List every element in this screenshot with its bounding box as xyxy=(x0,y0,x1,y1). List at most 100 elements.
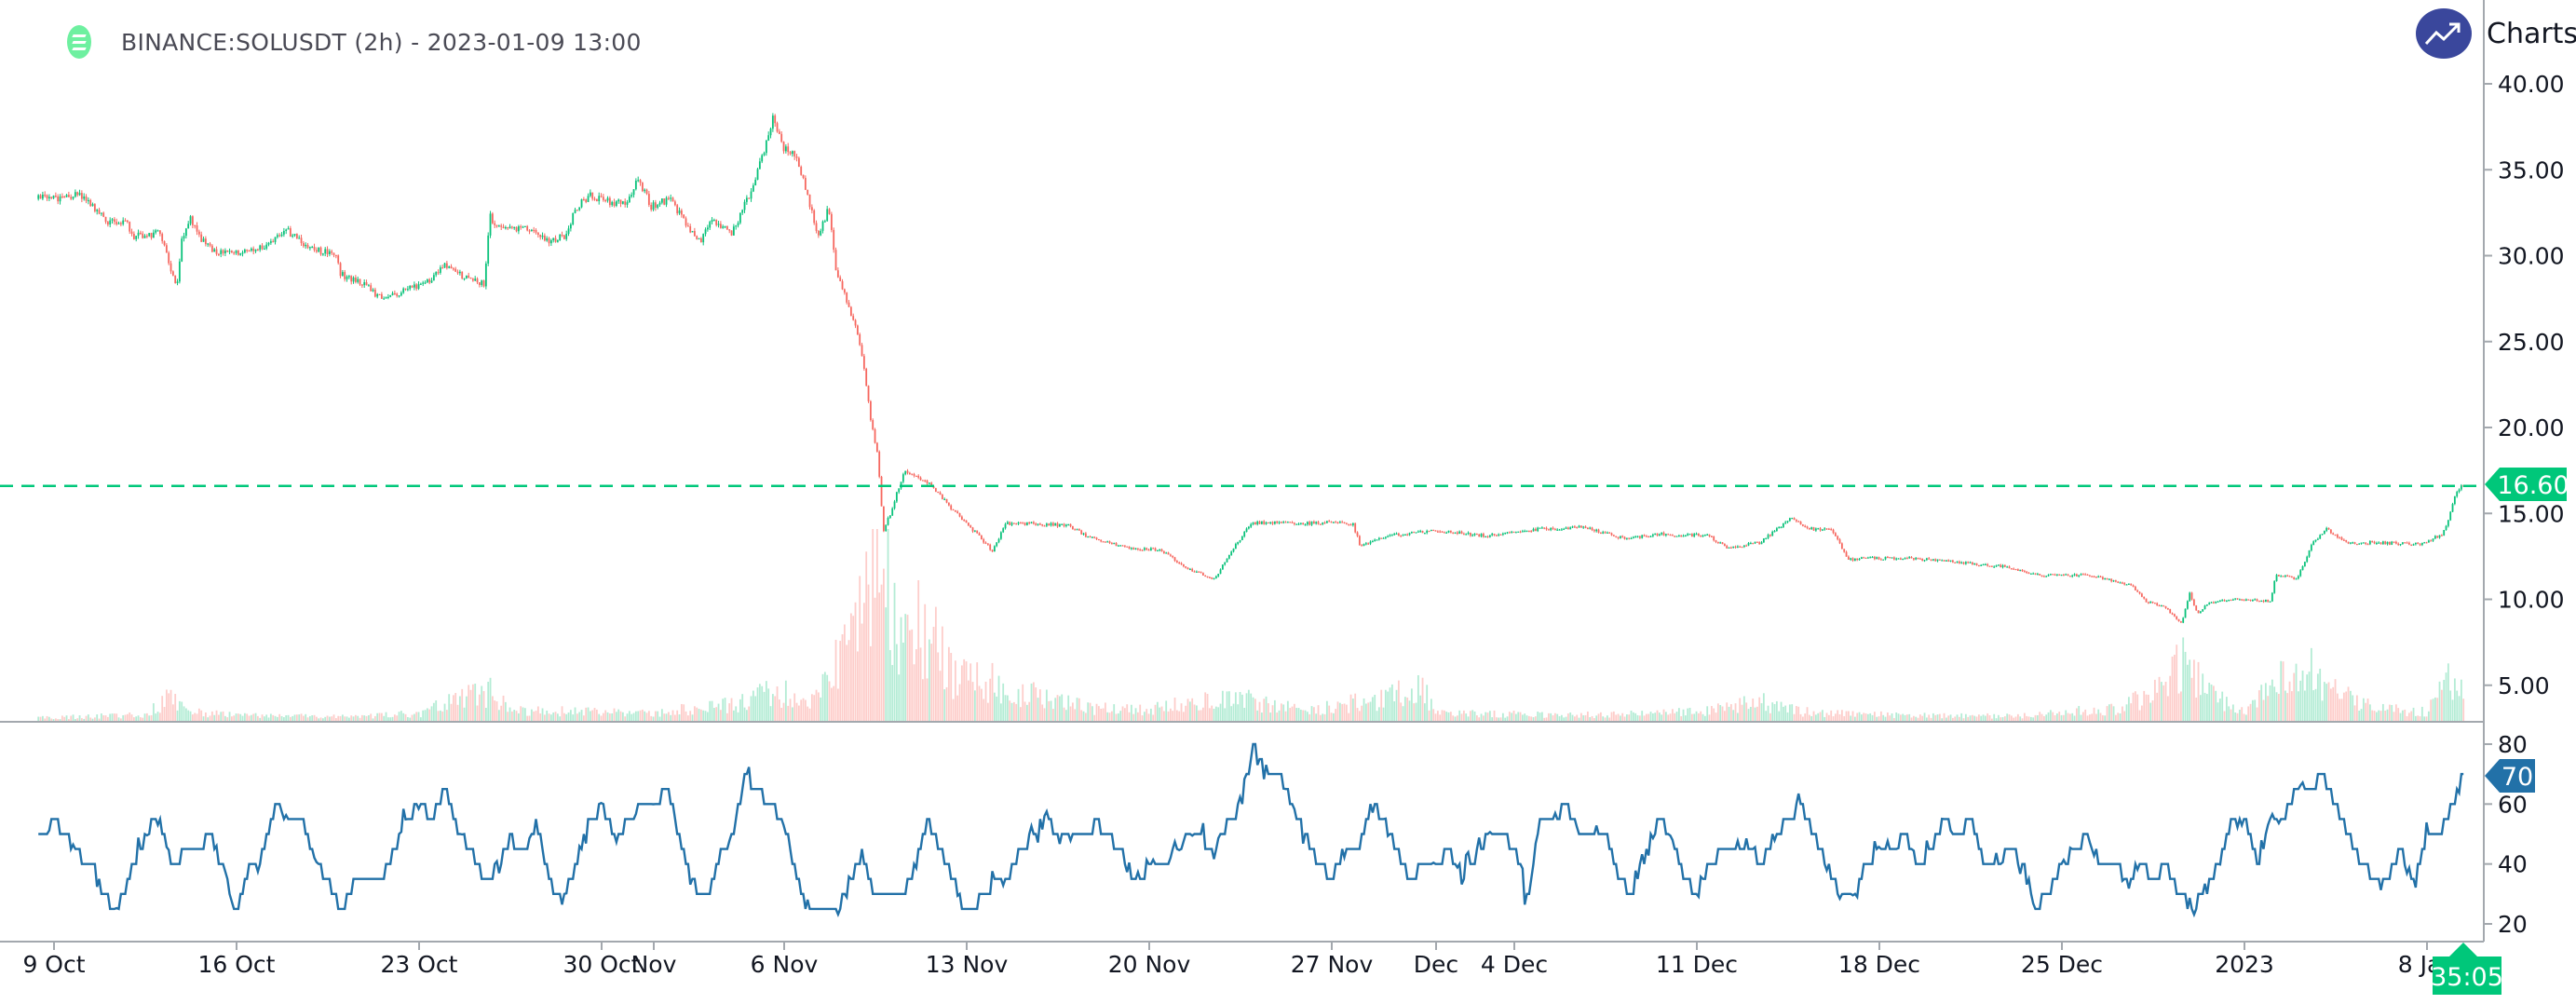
volume-bar xyxy=(1128,712,1131,721)
volume-bar xyxy=(950,653,953,721)
volume-bar xyxy=(789,699,792,721)
volume-bar xyxy=(2210,685,2213,721)
candle-body xyxy=(1134,548,1137,550)
volume-bar xyxy=(352,716,355,721)
volume-bar xyxy=(2091,713,2094,721)
candle-body xyxy=(168,252,170,264)
volume-bar xyxy=(634,711,637,721)
candle-body xyxy=(1232,549,1235,552)
candle-body xyxy=(1504,532,1507,535)
candle-body xyxy=(2399,544,2402,546)
volume-bar xyxy=(426,708,428,721)
volume-bar xyxy=(2427,711,2430,721)
volume-bar xyxy=(722,699,725,721)
volume-bar xyxy=(1739,698,1742,721)
volume-bar xyxy=(1910,717,1913,721)
candle-body xyxy=(615,201,617,207)
candle-body xyxy=(1703,535,1706,536)
candle-body xyxy=(1560,529,1563,531)
volume-bar xyxy=(2221,691,2224,721)
candle-body xyxy=(569,224,572,229)
volume-bar xyxy=(1363,698,1365,721)
volume-bar xyxy=(239,713,242,721)
volume-bar xyxy=(745,710,748,721)
candle-body xyxy=(1710,536,1713,537)
candle-body xyxy=(2132,585,2135,587)
volume-bar xyxy=(1708,714,1711,721)
volume-bar xyxy=(654,711,657,721)
volume-bar xyxy=(980,688,983,721)
price-tick-label: 40.00 xyxy=(2498,71,2565,98)
volume-bar xyxy=(2081,712,2084,721)
candle-body xyxy=(1915,557,1918,560)
candle-body xyxy=(1840,543,1843,549)
volume-bar xyxy=(67,719,70,721)
price-tick-label: 20.00 xyxy=(2498,414,2565,441)
candle-body xyxy=(999,532,1002,539)
candle-body xyxy=(765,140,767,154)
candle-body xyxy=(619,199,622,204)
candle-body xyxy=(2365,542,2367,545)
candle-body xyxy=(1563,528,1566,531)
candle-body xyxy=(1254,522,1256,524)
volume-bar xyxy=(533,711,536,721)
volume-bar xyxy=(2088,714,2091,721)
volume-bar xyxy=(769,706,772,721)
volume-bar xyxy=(1651,713,1654,721)
volume-bar xyxy=(344,716,346,721)
candle-body xyxy=(1108,541,1111,543)
volume-bar xyxy=(689,711,692,721)
volume-bar xyxy=(1084,712,1087,721)
volume-bar xyxy=(2112,706,2115,721)
candle-body xyxy=(1623,536,1626,539)
candle-body xyxy=(2202,609,2204,612)
volume-bar xyxy=(739,699,741,721)
volume-bar xyxy=(1636,714,1639,721)
candle-body xyxy=(1690,534,1693,537)
volume-bar xyxy=(445,710,448,721)
candle-body xyxy=(663,198,666,205)
candle-body xyxy=(130,231,133,235)
candle-body xyxy=(1947,560,1950,562)
candle-body xyxy=(989,544,992,550)
volume-bar xyxy=(1351,699,1354,721)
volume-bar xyxy=(930,644,933,721)
volume-bar xyxy=(117,717,120,721)
volume-bar xyxy=(758,684,761,721)
volume-bar xyxy=(1493,710,1496,721)
volume-bar xyxy=(1449,712,1452,721)
candle-body xyxy=(1726,546,1729,549)
candle-body xyxy=(2147,602,2149,604)
volume-bar xyxy=(98,718,101,721)
candle-body xyxy=(1545,527,1548,530)
volume-bar xyxy=(380,712,383,721)
volume-bar xyxy=(1667,714,1670,721)
volume-bar xyxy=(261,714,264,721)
bar-countdown-badge: 35:05 xyxy=(2431,943,2503,995)
candle-body xyxy=(2149,601,2152,604)
volume-bar xyxy=(1550,712,1552,721)
volume-bar xyxy=(1817,712,1820,721)
candle-body xyxy=(263,248,265,251)
volume-bar xyxy=(1619,715,1621,721)
volume-bar xyxy=(1015,703,1018,721)
volume-bar xyxy=(406,716,409,721)
volume-bar xyxy=(241,715,244,721)
candle-body xyxy=(1664,534,1667,536)
candle-body xyxy=(865,368,868,387)
candle-body xyxy=(137,232,140,237)
candle-body xyxy=(2088,575,2091,577)
volume-bar xyxy=(572,714,575,721)
candle-body xyxy=(194,224,197,226)
candle-body xyxy=(2101,577,2104,579)
candle-body xyxy=(1454,532,1457,534)
candle-body xyxy=(385,297,387,299)
volume-bar xyxy=(673,714,676,721)
volume-bar xyxy=(2228,706,2230,721)
volume-bar xyxy=(2215,690,2217,721)
candle-body xyxy=(315,250,318,252)
volume-bar xyxy=(541,708,544,721)
candle-body xyxy=(1654,533,1657,536)
volume-bar xyxy=(1432,709,1435,721)
